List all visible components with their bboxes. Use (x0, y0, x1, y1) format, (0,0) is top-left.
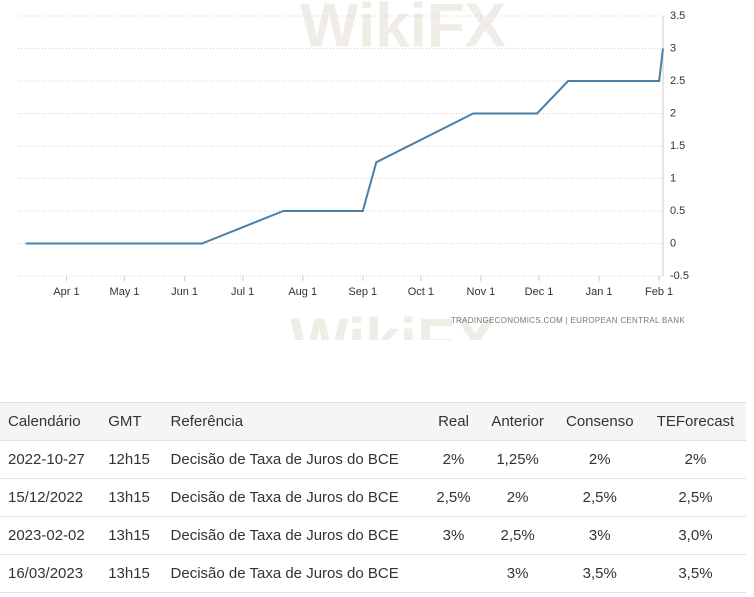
x-tick-label: Dec 1 (525, 286, 554, 298)
table-row: 16/03/2023 13h15 Decisão de Taxa de Juros … (0, 554, 746, 593)
x-tick-label: Oct 1 (408, 286, 434, 298)
column-header: GMT (100, 402, 163, 441)
column-header: Real (426, 402, 481, 441)
column-header: Consenso (554, 402, 645, 441)
table-cell: 13h15 (100, 478, 163, 517)
y-tick-label: 0.5 (670, 205, 685, 217)
table-cell: 2023-02-02 (0, 516, 101, 555)
y-tick-label: 3 (670, 42, 676, 54)
table-row: 2022-10-27 12h15 Decisão de Taxa de Juros … (0, 440, 746, 479)
y-tick-label: 1.5 (670, 140, 685, 152)
table-cell: 3% (554, 516, 645, 555)
table-row: 2023-02-02 13h15 Decisão de Taxa de Juros … (0, 516, 746, 555)
table-cell: Decisão de Taxa de Juros do BCE (162, 478, 427, 517)
table-cell: 12h15 (100, 440, 163, 479)
y-tick-label: -0.5 (670, 270, 689, 282)
calendar-table: Calendário GMT Referência Real Anterior Conse… (0, 402, 746, 593)
table-cell: 2% (644, 440, 746, 479)
x-tick-label: Jul 1 (231, 286, 254, 298)
x-tick-label: Jun 1 (171, 286, 198, 298)
x-tick-label: Apr 1 (53, 286, 79, 298)
y-tick-label: 1 (670, 172, 676, 184)
table-cell (426, 554, 481, 593)
table-cell: 2022-10-27 (0, 440, 101, 479)
x-tick-label: May 1 (110, 286, 140, 298)
y-tick-label: 3.5 (670, 10, 685, 22)
x-tick-label: Nov 1 (467, 286, 496, 298)
column-header: Referência (162, 402, 427, 441)
table-cell: Decisão de Taxa de Juros do BCE (162, 554, 427, 593)
y-tick-label: 2 (670, 107, 676, 119)
x-tick-label: Aug 1 (288, 286, 317, 298)
table-cell: 2,5% (480, 516, 555, 555)
header-row: Calendário GMT Referência Real Anterior Conse… (0, 402, 746, 441)
column-header: Anterior (480, 402, 555, 441)
table-cell: 2% (480, 478, 555, 517)
table-cell: 13h15 (100, 554, 163, 593)
table-cell: 13h15 (100, 516, 163, 555)
y-tick-label: 0 (670, 237, 676, 249)
table-cell: 3% (480, 554, 555, 593)
table-cell: 2,5% (426, 478, 481, 517)
y-tick-label: 2.5 (670, 75, 685, 87)
source: TRADINGECONOMICS.COM | EUROPEAN CENTRAL … (451, 316, 685, 325)
table-cell: 3,5% (644, 554, 746, 593)
table-cell: 1,25% (480, 440, 555, 479)
table-cell: 3% (426, 516, 481, 555)
column-header: TEForecast (644, 402, 746, 441)
table-cell: 2,5% (554, 478, 645, 517)
table-cell: 2,5% (644, 478, 746, 517)
x-tick-label: Feb 1 (645, 286, 673, 298)
table-cell: 2% (426, 440, 481, 479)
chart: WikiFX WikiFX 3.5 3 2.5 2 1.5 1 0.5 0 -0.5 Apr 1 M… (18, 0, 689, 340)
rate-line (25, 48, 664, 245)
x-tick-label: Jan 1 (586, 286, 613, 298)
column-header: Calendário (0, 402, 101, 441)
table-cell: 3,5% (554, 554, 645, 593)
watermark: WikiFX (290, 306, 496, 340)
table-row: 15/12/2022 13h15 Decisão de Taxa de Juros … (0, 478, 746, 517)
table-cell: 16/03/2023 (0, 554, 101, 593)
watermark: WikiFX (300, 0, 506, 60)
table-cell: 15/12/2022 (0, 478, 101, 517)
table-cell: Decisão de Taxa de Juros do BCE (162, 440, 427, 479)
table-cell: 3,0% (644, 516, 746, 555)
table-cell: 2% (554, 440, 645, 479)
x-tick-label: Sep 1 (348, 286, 377, 298)
table-cell: Decisão de Taxa de Juros do BCE (162, 516, 427, 555)
